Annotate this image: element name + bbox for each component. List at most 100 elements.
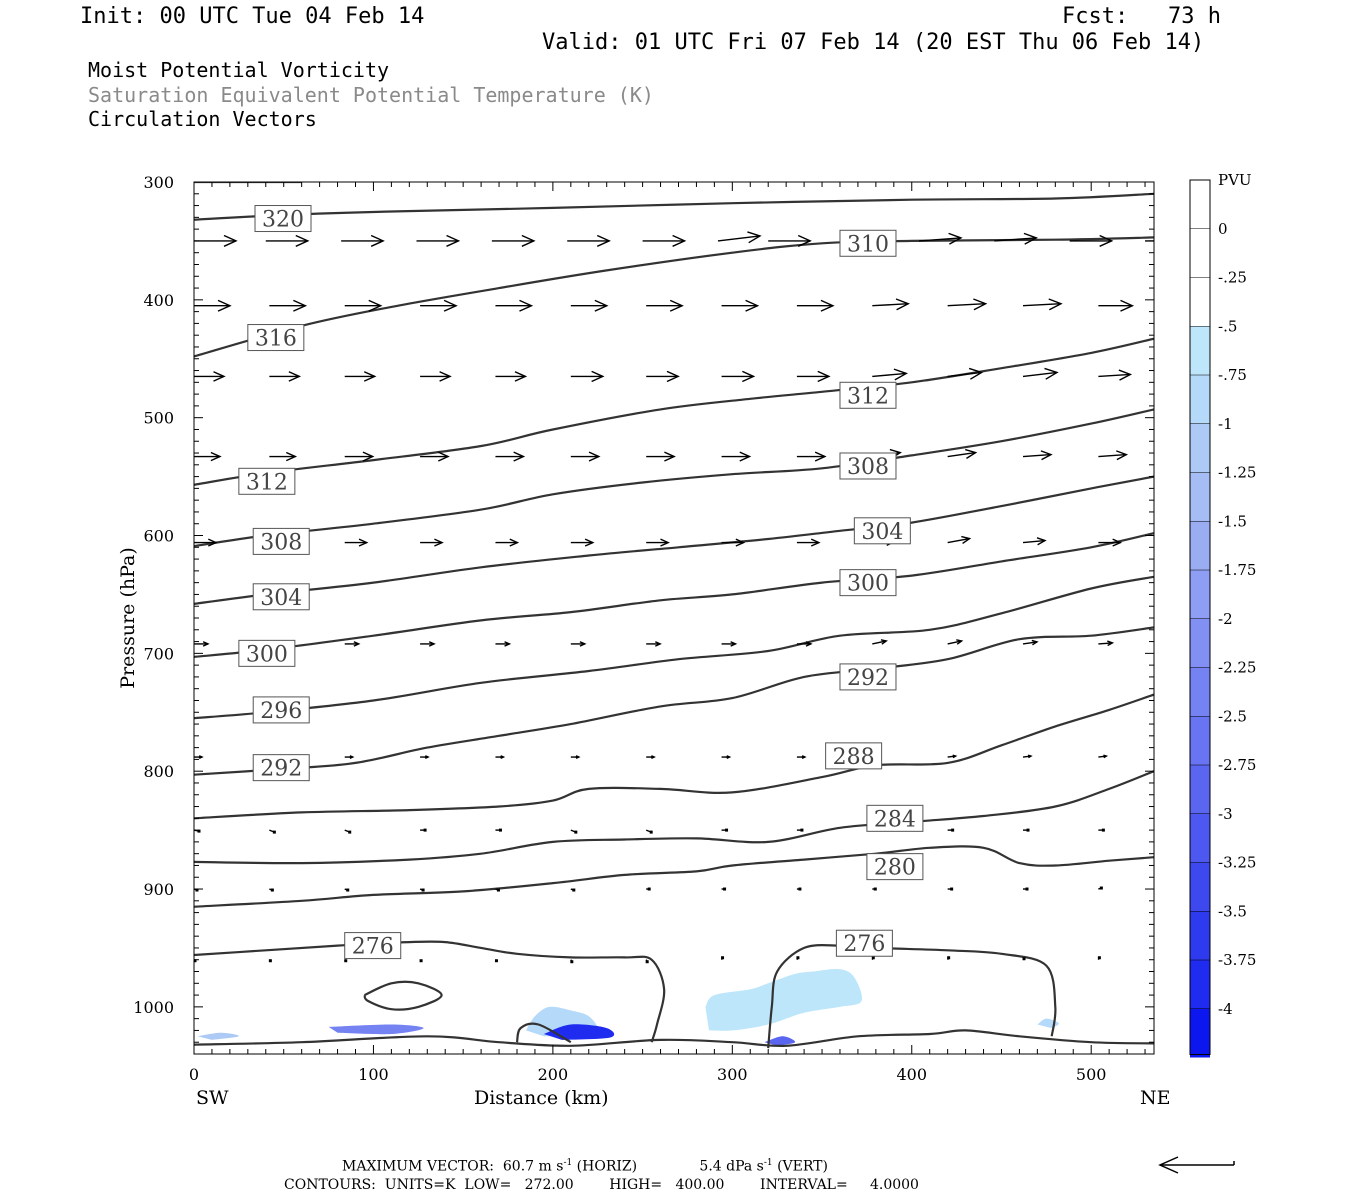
y-tick-label: 1000 bbox=[133, 998, 174, 1017]
valid-time: Valid: 01 UTC Fri 07 Feb 14 (20 EST Thu … bbox=[542, 30, 1205, 55]
contour-label: 276 bbox=[352, 935, 394, 960]
colorbar-label: -.75 bbox=[1218, 366, 1247, 384]
pv-colorbar: 0 -.25 -.5 -.75 -1 -1.25 -1.5 -1.75 -2 -2.25 -2.5 -… bbox=[1189, 179, 1256, 1058]
contour-label-box bbox=[247, 324, 305, 352]
field-title-theta-es: Saturation Equivalent Potential Temperat… bbox=[88, 83, 654, 107]
contour-label: 284 bbox=[874, 807, 916, 832]
vector-arrow bbox=[419, 959, 423, 963]
vector-arrow bbox=[721, 887, 727, 891]
theta-contour bbox=[515, 1022, 572, 1044]
vector-arrow bbox=[918, 232, 963, 245]
x-tick-label: 0 bbox=[189, 1065, 199, 1084]
vector-arrow bbox=[269, 829, 276, 834]
vector-arrow bbox=[1022, 537, 1047, 546]
vector-arrow bbox=[1098, 828, 1105, 832]
vector-arrow bbox=[646, 299, 684, 312]
field-title-vectors: Circulation Vectors bbox=[88, 107, 317, 131]
vector-arrow bbox=[420, 755, 430, 759]
theta-contour bbox=[194, 626, 1154, 776]
contour-label-box bbox=[252, 696, 310, 724]
colorbar-swatch bbox=[1190, 765, 1210, 814]
vert-value: 5.4 dPa s bbox=[699, 1158, 764, 1175]
contour-label-box bbox=[252, 754, 310, 782]
vector-arrow bbox=[796, 538, 821, 547]
contour-label: 304 bbox=[260, 586, 302, 611]
contour-label-box bbox=[835, 929, 893, 957]
vector-arrow bbox=[194, 755, 204, 759]
contour-label: 276 bbox=[843, 932, 885, 957]
x-tick-labels: 0 100 200 300 400 500 bbox=[189, 1065, 1107, 1084]
vector-arrow bbox=[269, 451, 298, 462]
colorbar-swatch bbox=[1190, 960, 1210, 1009]
axis-ticks bbox=[193, 181, 1154, 1055]
contour-label: 304 bbox=[861, 520, 903, 545]
vector-arrow bbox=[1022, 957, 1026, 961]
colorbar-swatch bbox=[1190, 667, 1210, 717]
vector-arrow bbox=[194, 299, 232, 312]
theta-contour bbox=[194, 770, 1154, 865]
contour-label-box bbox=[839, 569, 897, 597]
vector-arrow bbox=[570, 641, 587, 647]
colorbar-label: -1.5 bbox=[1218, 512, 1247, 530]
horiz-exponent: -1 bbox=[563, 1158, 573, 1168]
vector-arrow bbox=[420, 371, 452, 382]
vector-arrow bbox=[796, 299, 835, 312]
vector-arrow bbox=[344, 829, 352, 834]
contour-label-box bbox=[866, 804, 924, 832]
contour-label-box bbox=[839, 663, 897, 691]
contour-label-box bbox=[252, 583, 310, 611]
contour-label-box bbox=[825, 742, 883, 770]
pv-shade-region bbox=[197, 1032, 240, 1040]
vector-arrow bbox=[646, 538, 670, 547]
contour-label: 296 bbox=[260, 699, 302, 724]
contour-label-box bbox=[254, 205, 312, 233]
colorbar-swatch bbox=[1190, 228, 1210, 278]
vector-arrow bbox=[721, 538, 746, 547]
colorbar-swatch bbox=[1190, 375, 1210, 424]
vector-arrow bbox=[420, 538, 444, 547]
vector-arrow bbox=[947, 298, 988, 311]
vector-arrow bbox=[645, 829, 653, 834]
contour-label: 280 bbox=[874, 856, 916, 881]
contour-label: 292 bbox=[847, 666, 889, 691]
vector-arrow bbox=[344, 641, 361, 647]
vector-arrow bbox=[646, 370, 680, 383]
y-tick-label: 400 bbox=[143, 291, 174, 310]
theta-contour bbox=[194, 693, 1154, 820]
vector-arrow bbox=[646, 755, 656, 759]
vector-arrow bbox=[194, 234, 238, 247]
vector-arrow bbox=[344, 538, 369, 547]
colorbar-frame bbox=[1189, 179, 1211, 1055]
vector-arrow bbox=[570, 370, 605, 383]
circulation-vectors bbox=[194, 231, 1154, 964]
x-tick-label: 400 bbox=[896, 1065, 927, 1084]
vector-arrow bbox=[721, 641, 738, 647]
vector-arrow bbox=[768, 234, 812, 247]
vector-arrow bbox=[796, 956, 800, 961]
vector-arrow bbox=[1022, 639, 1039, 646]
colorbar-label: -1 bbox=[1218, 415, 1233, 433]
vector-arrow bbox=[1023, 887, 1029, 891]
x-tick-label: 300 bbox=[717, 1065, 748, 1084]
contour-label-box bbox=[238, 639, 296, 667]
vector-arrow bbox=[194, 451, 222, 462]
colorbar-label: -4 bbox=[1218, 1000, 1233, 1018]
vector-arrow bbox=[947, 887, 954, 891]
vector-arrow bbox=[491, 234, 536, 247]
colorbar-swatch bbox=[1190, 423, 1210, 473]
colorbar-swatch bbox=[1190, 180, 1210, 229]
y-axis-label: Pressure (hPa) bbox=[117, 547, 139, 689]
colorbar-label: -2 bbox=[1218, 610, 1233, 628]
vector-arrow bbox=[947, 828, 955, 832]
vector-arrow bbox=[720, 956, 725, 961]
contour-label: 312 bbox=[847, 384, 889, 409]
pv-shade-region bbox=[705, 968, 863, 1031]
vector-arrow bbox=[495, 755, 506, 759]
vector-arrow bbox=[344, 888, 350, 892]
vector-arrow bbox=[495, 299, 534, 312]
vector-arrow bbox=[646, 641, 662, 647]
vector-arrow bbox=[495, 538, 520, 547]
y-tick-label: 700 bbox=[143, 644, 174, 663]
field-title-mpv: Moist Potential Vorticity bbox=[88, 58, 390, 82]
vector-arrow bbox=[1022, 298, 1063, 311]
